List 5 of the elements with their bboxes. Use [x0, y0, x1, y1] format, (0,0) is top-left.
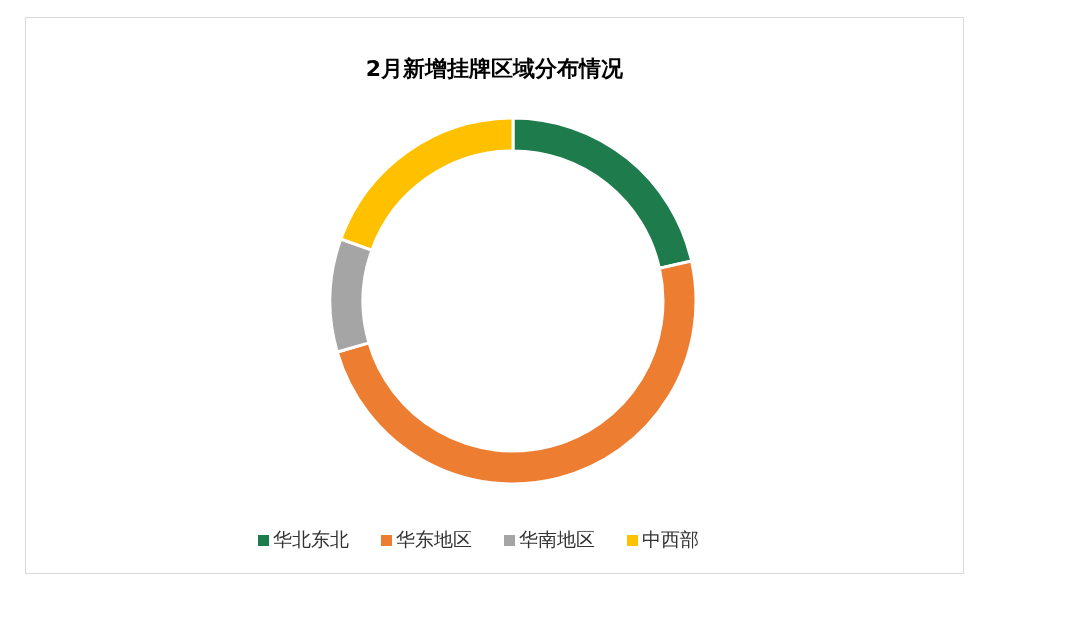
- legend-label: 华南地区: [519, 528, 595, 550]
- legend-label: 华东地区: [396, 528, 472, 550]
- legend-label: 华北东北: [273, 528, 349, 550]
- chart-title: 2月新增挂牌区域分布情况: [364, 55, 625, 83]
- legend-label: 中西部: [642, 528, 699, 550]
